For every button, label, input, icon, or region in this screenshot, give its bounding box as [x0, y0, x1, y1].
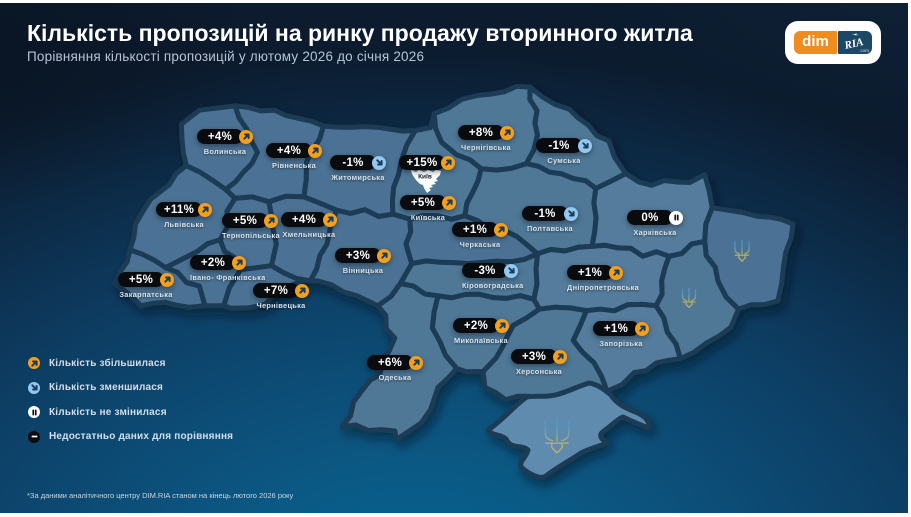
svg-text:RIA: RIA	[842, 36, 864, 52]
svg-text:.com: .com	[859, 48, 869, 53]
svg-text:Київ: Київ	[418, 174, 432, 181]
